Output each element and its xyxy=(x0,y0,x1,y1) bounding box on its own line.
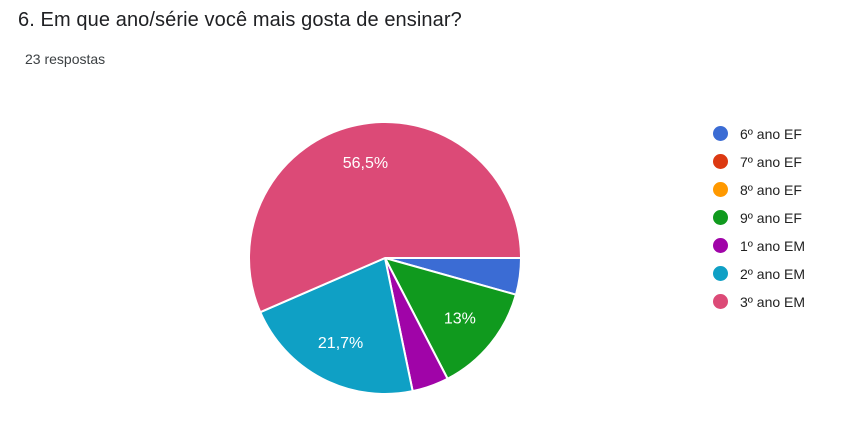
legend-swatch xyxy=(713,182,728,197)
legend-swatch xyxy=(713,154,728,169)
legend-swatch xyxy=(713,266,728,281)
legend-label: 8º ano EF xyxy=(740,181,802,198)
legend-swatch xyxy=(713,294,728,309)
responses-count: 23 respostas xyxy=(25,51,106,67)
legend-item: 3º ano EM xyxy=(713,293,806,310)
legend-item: 7º ano EF xyxy=(713,153,805,170)
legend-swatch xyxy=(713,126,728,141)
pie-slice-label: 56,5% xyxy=(343,155,388,172)
pie-slice[interactable] xyxy=(384,257,517,380)
legend-label: 1º ano EM xyxy=(740,237,806,254)
legend-swatch xyxy=(713,210,728,225)
legend-item: 2º ano EM xyxy=(713,265,806,282)
chart-legend: 6º ano EF 7º ano EF 8º ano EF 9º ano EF 1º a… xyxy=(713,125,806,310)
question-title: 6. Em que ano/série você mais gosta de e… xyxy=(18,9,462,31)
pie-chart: 13% 21,7% 56,5% xyxy=(248,121,522,396)
legend-item: 8º ano EF xyxy=(713,181,805,198)
legend-label: 3º ano EM xyxy=(740,293,806,310)
legend-swatch xyxy=(713,238,728,253)
legend-item: 6º ano EF xyxy=(713,125,805,142)
pie-slice[interactable] xyxy=(259,257,414,396)
pie-slice-label: 13% xyxy=(444,310,476,327)
legend-item: 1º ano EM xyxy=(713,237,806,254)
legend-label: 9º ano EF xyxy=(740,209,802,226)
legend-label: 2º ano EM xyxy=(740,265,806,282)
legend-label: 6º ano EF xyxy=(740,125,802,142)
legend-item: 9º ano EF xyxy=(713,209,805,226)
legend-label: 7º ano EF xyxy=(740,153,802,170)
pie-slice-label: 21,7% xyxy=(318,335,363,352)
pie-slice[interactable] xyxy=(248,121,522,314)
